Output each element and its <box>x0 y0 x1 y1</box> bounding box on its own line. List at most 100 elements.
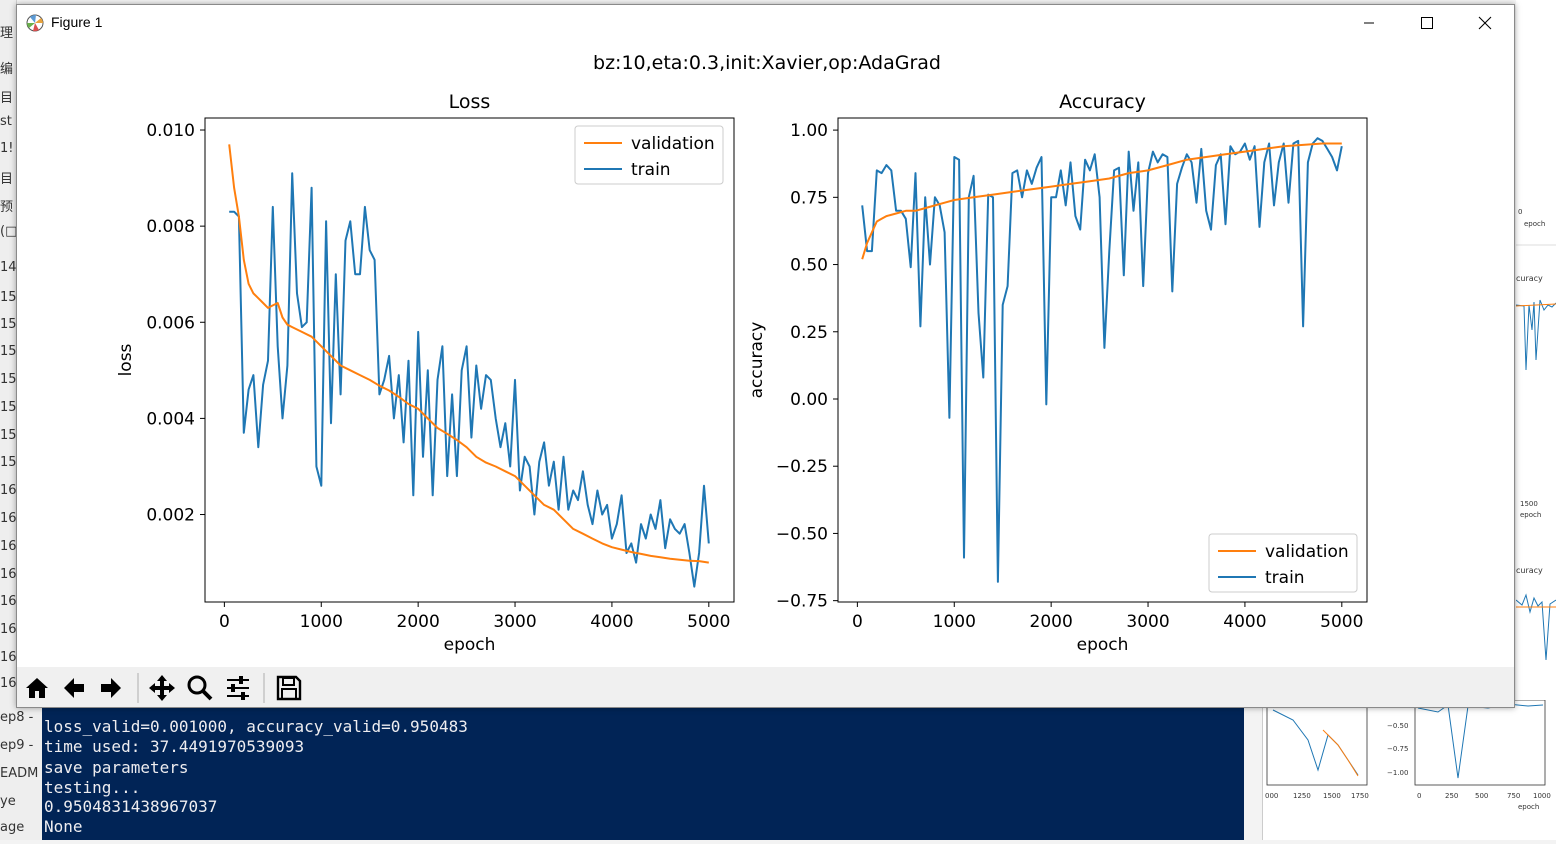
sidebar-item[interactable]: st <box>0 114 12 129</box>
legend-label-train: train <box>1265 568 1305 588</box>
train-series-line <box>229 172 710 588</box>
x-axis-label: epoch <box>444 635 496 655</box>
y-tick-label: 0.006 <box>146 313 195 333</box>
figure-canvas[interactable]: bz:10,eta:0.3,init:Xavier,op:AdaGrad Los… <box>17 41 1514 669</box>
svg-text:250: 250 <box>1445 792 1458 800</box>
sidebar-item[interactable]: (□ <box>0 224 17 239</box>
sidebar-item[interactable]: 15 <box>0 317 17 332</box>
y-tick-label: 0.50 <box>790 256 828 276</box>
svg-text:750: 750 <box>1507 792 1520 800</box>
background-figure-plots: 000 1250 1500 1750 −0.50 −0.75 −1.00 0 2… <box>1265 699 1551 811</box>
background-figure-thumbnails: 0 epoch curacy 1500 epoch curacy <box>1515 208 1556 661</box>
file-item[interactable]: EADM <box>0 766 39 781</box>
sidebar-item[interactable]: 15 <box>0 400 17 415</box>
svg-text:1250: 1250 <box>1293 792 1311 800</box>
zoom-button[interactable] <box>184 672 216 704</box>
x-tick-label: 1000 <box>300 612 343 632</box>
terminal-line: testing... <box>44 778 141 797</box>
sidebar-item[interactable]: 15 <box>0 428 17 443</box>
file-item[interactable]: ep9 - <box>0 738 34 753</box>
x-tick-label: 4000 <box>590 612 633 632</box>
sidebar-item[interactable]: 16 <box>0 567 17 582</box>
sidebar-item[interactable]: 1! <box>0 141 14 156</box>
toolbar-separator <box>263 673 265 703</box>
svg-text:1750: 1750 <box>1351 792 1369 800</box>
y-tick-label: 0.002 <box>146 506 195 526</box>
sidebar-item[interactable]: 16 <box>0 483 17 498</box>
configure-subplots-button[interactable] <box>222 672 254 704</box>
legend: validation train <box>1208 533 1358 593</box>
x-tick-label: 0 <box>852 612 863 632</box>
y-tick-label: −0.25 <box>776 457 828 477</box>
close-button[interactable] <box>1456 5 1514 41</box>
sidebar-item[interactable]: 15 <box>0 372 17 387</box>
plot-title: Loss <box>449 91 491 113</box>
minimize-button[interactable] <box>1340 5 1398 41</box>
minimize-icon <box>1364 22 1374 24</box>
back-icon <box>64 678 84 698</box>
forward-button[interactable] <box>95 672 127 704</box>
sidebar-item[interactable]: 15 <box>0 290 17 305</box>
figure-window[interactable]: Figure 1 bz:10,eta:0.3,init:Xavier,op:Ad… <box>16 4 1515 708</box>
x-tick-label: 0 <box>219 612 230 632</box>
x-tick-label: 5000 <box>687 612 730 632</box>
sidebar-item[interactable]: 理 <box>0 26 14 41</box>
forward-icon <box>101 678 121 698</box>
svg-text:000: 000 <box>1265 792 1278 800</box>
sidebar-item[interactable]: 目 <box>0 172 14 187</box>
pan-button[interactable] <box>146 672 178 704</box>
svg-text:1000: 1000 <box>1533 792 1551 800</box>
file-item[interactable]: ye <box>0 794 16 809</box>
sidebar-item[interactable]: 16 <box>0 676 17 691</box>
x-tick-label: 4000 <box>1223 612 1266 632</box>
svg-text:1500: 1500 <box>1520 500 1538 508</box>
x-tick-label: 2000 <box>397 612 440 632</box>
x-tick-label: 3000 <box>1126 612 1169 632</box>
maximize-button[interactable] <box>1398 5 1456 41</box>
sidebar-item[interactable]: 预 <box>0 200 14 215</box>
sidebar-item[interactable]: 16 <box>0 622 17 637</box>
sidebar-item[interactable]: 15 <box>0 344 17 359</box>
y-tick-label: 0.00 <box>790 390 828 410</box>
y-tick-label: 0.75 <box>790 188 828 208</box>
accuracy-plot-axes[interactable]: Accuracy 0 1000 2000 3000 4000 5000 −0.75 −0.50 −… <box>747 91 1368 655</box>
x-tick-label: 5000 <box>1320 612 1363 632</box>
loss-plot-axes[interactable]: Loss 0 1000 2000 3000 4000 5000 0.002 0.004 0.006… <box>116 91 735 655</box>
sidebar-item[interactable]: 16 <box>0 511 17 526</box>
y-axis-label: loss <box>116 343 136 376</box>
axes-frame <box>204 117 735 603</box>
y-tick-label: 0.004 <box>146 409 195 429</box>
terminal-panel[interactable]: ep8 - ep9 - EADM ye age loss_valid=0.001… <box>0 700 1244 840</box>
sidebar-item[interactable]: 16 <box>0 594 17 609</box>
svg-text:curacy: curacy <box>1516 274 1543 283</box>
file-item[interactable]: ep8 - <box>0 710 34 725</box>
x-tick-label: 1000 <box>933 612 976 632</box>
terminal-line: time used: 37.4491970539093 <box>44 737 305 756</box>
background-figure-window: 000 1250 1500 1750 −0.50 −0.75 −1.00 0 2… <box>1262 699 1556 840</box>
sidebar-item[interactable]: 16 <box>0 650 17 665</box>
y-axis-label: accuracy <box>747 322 767 399</box>
plot-title: Accuracy <box>1059 91 1146 113</box>
sidebar-item[interactable]: 15 <box>0 455 17 470</box>
file-item[interactable]: age <box>0 820 25 835</box>
save-icon <box>276 675 302 701</box>
y-tick-label: 0.25 <box>790 323 828 343</box>
legend: validation train <box>574 125 724 185</box>
sidebar-item[interactable]: 16 <box>0 539 17 554</box>
figure-suptitle: bz:10,eta:0.3,init:Xavier,op:AdaGrad <box>593 52 941 74</box>
terminal-line: save parameters <box>44 758 189 777</box>
x-tick-label: 2000 <box>1030 612 1073 632</box>
sidebar-item[interactable]: 14 <box>0 260 17 275</box>
home-button[interactable] <box>21 672 53 704</box>
terminal-line: None <box>44 817 83 836</box>
window-titlebar[interactable]: Figure 1 <box>17 5 1514 41</box>
navigation-toolbar <box>17 667 1514 707</box>
save-button[interactable] <box>273 672 305 704</box>
back-button[interactable] <box>58 672 90 704</box>
legend-label-train: train <box>631 160 671 180</box>
sidebar-item[interactable]: 编 <box>0 62 14 77</box>
svg-text:0: 0 <box>1518 208 1522 216</box>
axes-frame <box>837 117 1368 603</box>
sidebar-item[interactable]: 目 <box>0 91 14 106</box>
svg-text:1500: 1500 <box>1323 792 1341 800</box>
